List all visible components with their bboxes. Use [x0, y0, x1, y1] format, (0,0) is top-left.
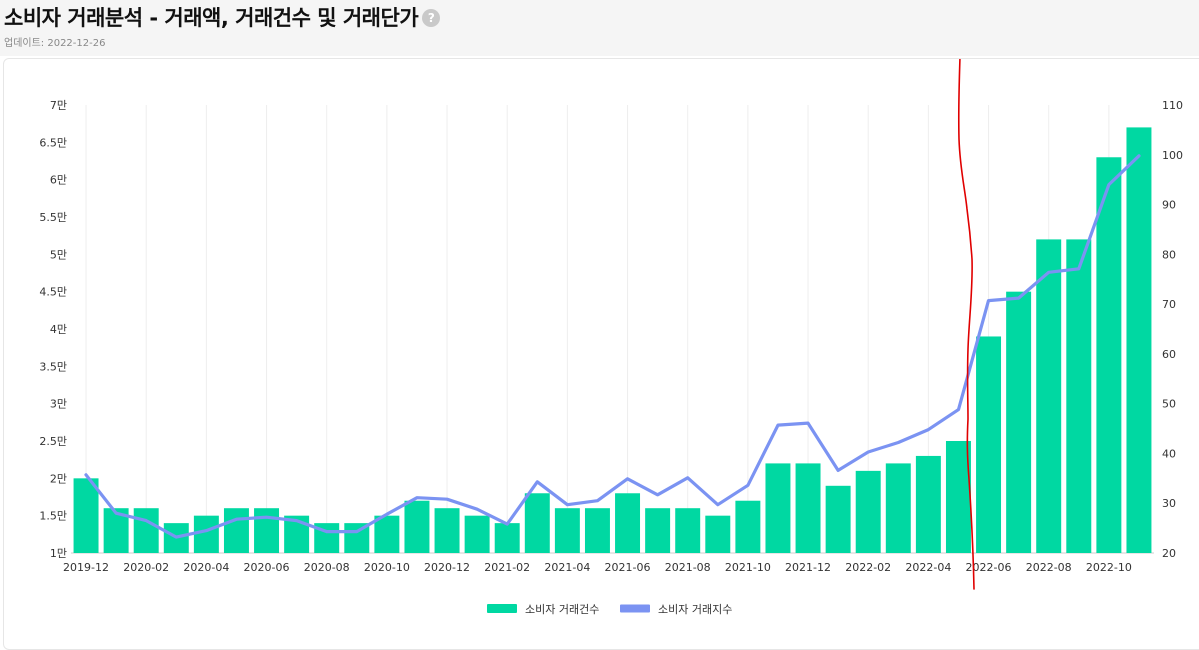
- bar[interactable]: [915, 455, 941, 553]
- bar[interactable]: [494, 523, 520, 553]
- x-tick-label: 2021-12: [785, 561, 831, 574]
- y-left-tick-label: 3만: [50, 398, 67, 411]
- bar[interactable]: [1096, 157, 1122, 553]
- legend-swatch-line[interactable]: [620, 604, 650, 613]
- y-left-tick-label: 6만: [50, 174, 67, 187]
- x-tick-label: 2020-06: [244, 561, 290, 574]
- bar[interactable]: [795, 463, 821, 553]
- y-right-tick-label: 60: [1162, 348, 1176, 361]
- bar[interactable]: [223, 508, 249, 553]
- bar[interactable]: [675, 508, 701, 553]
- bar[interactable]: [434, 508, 460, 553]
- y-left-tick-label: 2.5만: [39, 435, 67, 448]
- x-tick-label: 2022-02: [845, 561, 891, 574]
- page-header: 소비자 거래분석 - 거래액, 거래건수 및 거래단가? 업데이트: 2022-…: [0, 0, 1199, 56]
- y-left-tick-label: 4만: [50, 323, 67, 336]
- x-tick-label: 2020-12: [424, 561, 470, 574]
- legend-swatch-bar[interactable]: [487, 604, 517, 613]
- y-right-tick-label: 50: [1162, 398, 1176, 411]
- bar[interactable]: [254, 508, 280, 553]
- x-tick-label: 2022-06: [966, 561, 1012, 574]
- legend-label-bar[interactable]: 소비자 거래건수: [525, 603, 599, 616]
- page-title-text: 소비자 거래분석 - 거래액, 거래건수 및 거래단가: [4, 6, 419, 30]
- bar[interactable]: [73, 478, 99, 553]
- y-right-tick-label: 20: [1162, 547, 1176, 560]
- bar[interactable]: [825, 485, 851, 553]
- x-tick-label: 2021-10: [725, 561, 771, 574]
- annotation-line: [957, 59, 975, 590]
- bar[interactable]: [705, 515, 731, 553]
- page-title: 소비자 거래분석 - 거래액, 거래건수 및 거래단가?: [4, 2, 441, 32]
- y-left-tick-label: 5.5만: [39, 211, 67, 224]
- y-left-tick-label: 4.5만: [39, 286, 67, 299]
- y-left-tick-label: 1만: [50, 547, 67, 560]
- y-right-tick-label: 100: [1162, 149, 1183, 162]
- line-series[interactable]: [84, 154, 1141, 539]
- x-tick-label: 2020-08: [304, 561, 350, 574]
- bar[interactable]: [885, 463, 911, 553]
- bar[interactable]: [554, 508, 580, 553]
- bar[interactable]: [133, 508, 159, 553]
- x-tick-label: 2021-06: [605, 561, 651, 574]
- bar[interactable]: [615, 493, 641, 553]
- bar[interactable]: [765, 463, 791, 553]
- y-right-tick-label: 90: [1162, 199, 1176, 212]
- x-tick-label: 2020-02: [123, 561, 169, 574]
- y-right-tick-label: 40: [1162, 447, 1176, 460]
- x-tick-label: 2021-08: [665, 561, 711, 574]
- chart-card: 1만 1.5만 2만 2.5만 3만 3.5만 4만 4.5만 5만 5.5만 6만 6.5만 7만 20…: [3, 58, 1199, 650]
- x-tick-label: 2019-12: [63, 561, 109, 574]
- bar[interactable]: [645, 508, 671, 553]
- bar[interactable]: [1036, 239, 1062, 553]
- x-tick-label: 2020-10: [364, 561, 410, 574]
- bar[interactable]: [945, 441, 971, 553]
- bar[interactable]: [404, 500, 430, 553]
- y-right-tick-label: 110: [1162, 99, 1183, 112]
- combo-chart: 1만 1.5만 2만 2.5만 3만 3.5만 4만 4.5만 5만 5.5만 6만 6.5만 7만 20…: [39, 59, 1183, 616]
- bar[interactable]: [1066, 239, 1092, 553]
- update-date: 업데이트: 2022-12-26: [4, 38, 106, 49]
- bar[interactable]: [976, 336, 1002, 553]
- legend-label-line[interactable]: 소비자 거래지수: [658, 603, 732, 616]
- y-left-tick-label: 6.5만: [39, 136, 67, 149]
- x-tick-label: 2021-02: [484, 561, 530, 574]
- y-right-tick-label: 30: [1162, 497, 1176, 510]
- x-tick-label: 2020-04: [183, 561, 229, 574]
- y-left-tick-label: 5만: [50, 248, 67, 261]
- y-right-tick-label: 70: [1162, 298, 1176, 311]
- bar[interactable]: [464, 515, 490, 553]
- bar[interactable]: [855, 470, 881, 553]
- x-tick-label: 2022-08: [1026, 561, 1072, 574]
- y-right-tick-label: 80: [1162, 248, 1176, 261]
- bar[interactable]: [584, 508, 610, 553]
- bar[interactable]: [1126, 127, 1152, 554]
- bar[interactable]: [374, 515, 400, 553]
- x-tick-label: 2021-04: [544, 561, 590, 574]
- y-left-tick-label: 3.5만: [39, 360, 67, 373]
- bar[interactable]: [524, 493, 550, 553]
- x-tick-label: 2022-04: [905, 561, 951, 574]
- y-left-tick-label: 1.5만: [39, 510, 67, 523]
- bar[interactable]: [1006, 291, 1032, 553]
- y-left-tick-label: 2만: [50, 472, 67, 485]
- help-icon[interactable]: ?: [422, 9, 441, 27]
- bar[interactable]: [735, 500, 761, 553]
- x-tick-label: 2022-10: [1086, 561, 1132, 574]
- y-left-tick-label: 7만: [50, 99, 67, 112]
- bar[interactable]: [193, 515, 219, 553]
